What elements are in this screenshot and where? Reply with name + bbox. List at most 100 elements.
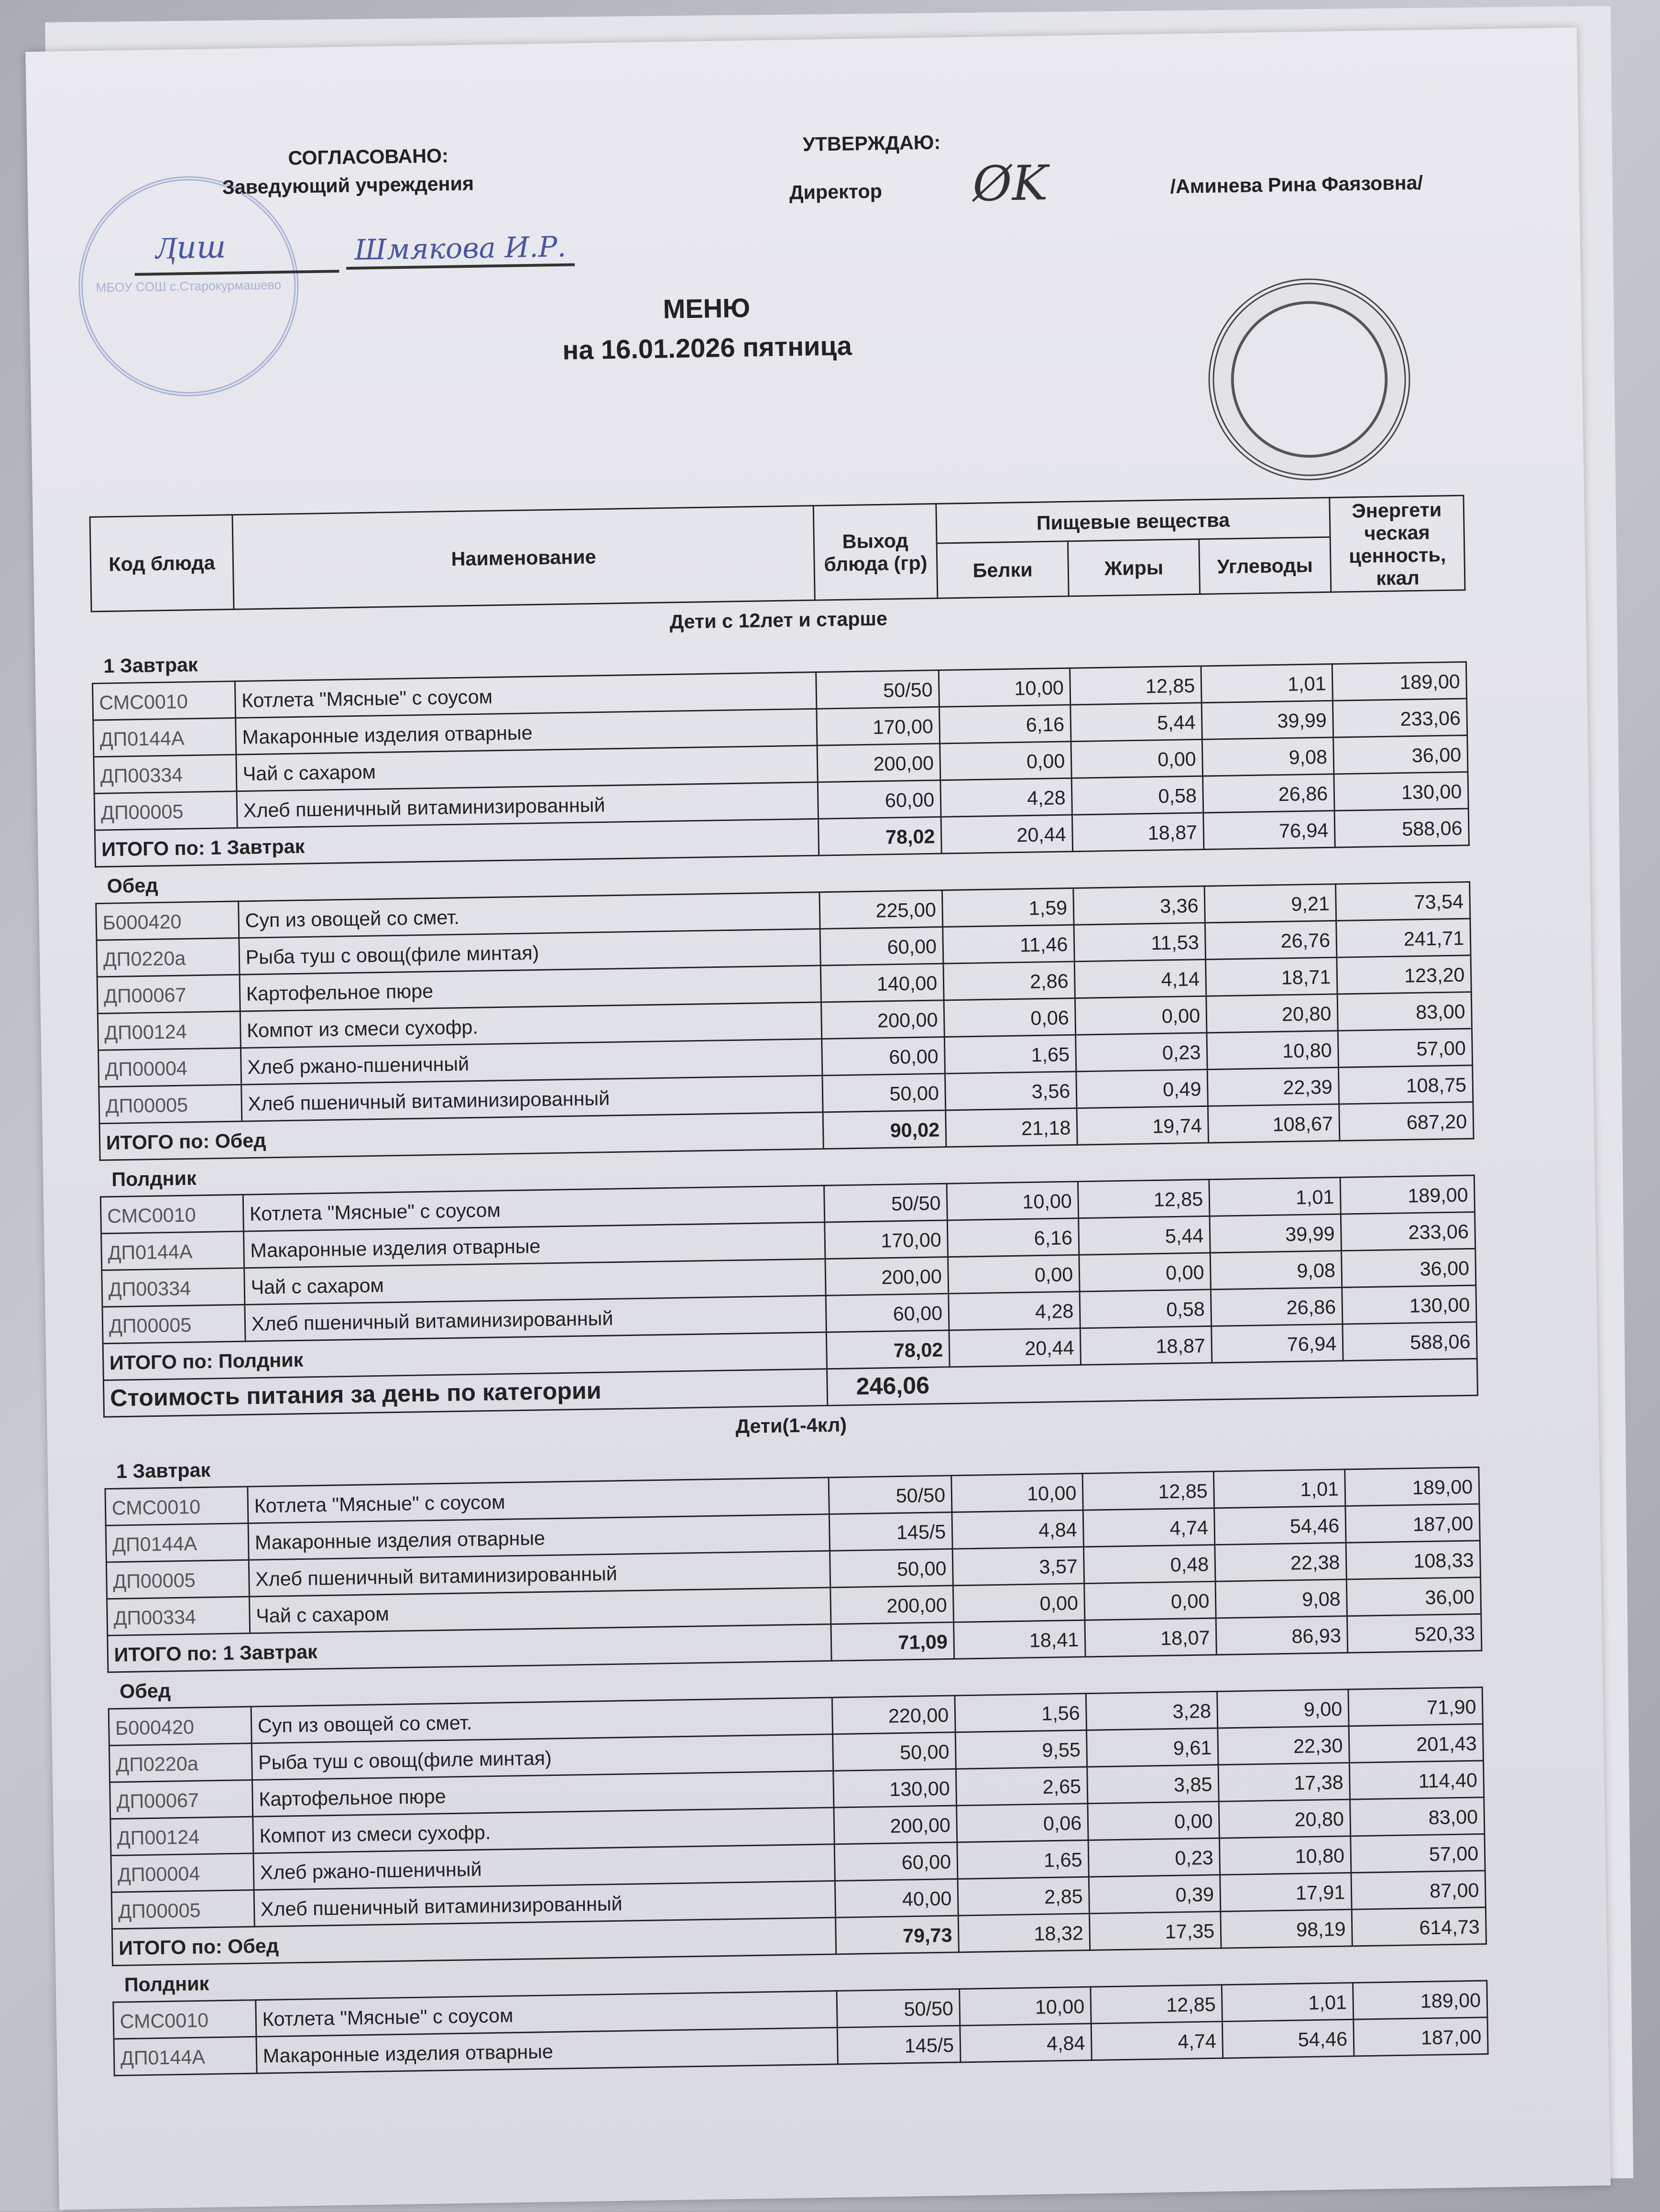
dish-fat: 0,23 — [1088, 1838, 1220, 1877]
dish-fat: 12,85 — [1078, 1179, 1210, 1218]
total-carbs: 76,94 — [1211, 1324, 1343, 1363]
dish-fat: 4,74 — [1091, 2021, 1223, 2060]
dish-protein: 4,28 — [948, 1292, 1081, 1331]
dish-code: ДП0144А — [101, 1231, 244, 1270]
dish-protein: 3,57 — [952, 1546, 1084, 1586]
dish-code: ДП0220а — [96, 938, 240, 977]
dish-carbs: 20,80 — [1206, 994, 1338, 1033]
dish-code: ДП00124 — [110, 1817, 253, 1856]
dish-energy: 233,06 — [1341, 1212, 1475, 1251]
dish-carbs: 9,21 — [1204, 884, 1336, 923]
dish-yield: 200,00 — [825, 1257, 949, 1296]
dish-code: СМС0010 — [100, 1194, 244, 1234]
dish-yield: 220,00 — [832, 1695, 956, 1734]
dish-yield: 170,00 — [824, 1220, 948, 1259]
dish-yield: 60,00 — [826, 1293, 949, 1333]
menu-table: Код блюда Наименование Выход блюда (гр) … — [89, 495, 1489, 2076]
approve-role: Директор — [789, 179, 883, 204]
dish-code: ДП00067 — [109, 1780, 253, 1819]
dish-code: ДП00005 — [106, 1560, 250, 1599]
dish-fat: 0,58 — [1071, 776, 1203, 815]
dish-carbs: 20,80 — [1219, 1799, 1351, 1839]
dish-carbs: 1,01 — [1213, 1469, 1345, 1508]
round-stamp-official — [1207, 277, 1412, 482]
dish-yield: 60,00 — [820, 927, 943, 966]
dish-fat: 3,85 — [1087, 1764, 1219, 1804]
total-carbs: 108,67 — [1208, 1104, 1340, 1143]
dish-yield: 50,00 — [830, 1549, 953, 1588]
dish-energy: 241,71 — [1336, 919, 1471, 958]
dish-code: ДП0220а — [109, 1743, 252, 1783]
dish-code: СМС0010 — [105, 1486, 249, 1526]
dish-yield: 145/5 — [829, 1512, 953, 1551]
dish-fat: 12,85 — [1082, 1471, 1214, 1511]
dish-carbs: 1,01 — [1201, 664, 1333, 703]
dish-carbs: 9,00 — [1217, 1689, 1349, 1729]
dish-protein: 0,06 — [944, 998, 1076, 1037]
dish-energy: 57,00 — [1350, 1834, 1485, 1873]
page-title: МЕНЮ — [663, 294, 751, 326]
dish-code: ДП00124 — [98, 1011, 241, 1051]
dish-yield: 170,00 — [816, 707, 940, 746]
stamp-text: МБОУ СОШ с.Старокурмашево — [96, 277, 282, 295]
col-energy: Энергети ческая ценность, ккал — [1329, 495, 1465, 592]
dish-carbs: 26,86 — [1211, 1287, 1343, 1326]
approve-name: /Аминева Рина Фаязовна/ — [1170, 171, 1423, 197]
dish-code: ДП00004 — [111, 1853, 254, 1893]
dish-fat: 0,39 — [1089, 1874, 1221, 1914]
dish-energy: 71,90 — [1348, 1687, 1483, 1726]
dish-energy: 187,00 — [1353, 2017, 1488, 2056]
dish-energy: 189,00 — [1340, 1175, 1475, 1215]
total-yield: 78,02 — [818, 817, 942, 856]
dish-code: ДП00067 — [97, 975, 240, 1014]
dish-energy: 108,33 — [1346, 1540, 1481, 1579]
col-carbs: Углеводы — [1199, 537, 1331, 594]
dish-protein: 10,00 — [947, 1181, 1079, 1220]
agreed-label: СОГЛАСОВАНО: — [288, 143, 449, 169]
total-protein: 21,18 — [945, 1108, 1078, 1147]
dish-protein: 2,86 — [943, 961, 1075, 1000]
dish-energy: 130,00 — [1333, 772, 1469, 811]
dish-fat: 0,00 — [1075, 996, 1207, 1035]
dish-energy: 123,20 — [1336, 955, 1472, 994]
dish-energy: 73,54 — [1335, 882, 1470, 921]
dish-carbs: 9,08 — [1210, 1250, 1342, 1290]
dish-protein: 6,16 — [939, 704, 1071, 744]
dish-protein: 6,16 — [947, 1218, 1079, 1257]
dish-energy: 189,00 — [1353, 1981, 1487, 2020]
dish-protein: 0,00 — [948, 1255, 1080, 1294]
dish-carbs: 1,01 — [1222, 1982, 1354, 2022]
total-energy: 614,73 — [1352, 1907, 1486, 1946]
dish-fat: 0,48 — [1083, 1544, 1215, 1584]
col-nutrients: Пищевые вещества — [936, 497, 1331, 544]
dish-carbs: 9,08 — [1202, 737, 1334, 777]
dish-fat: 11,53 — [1074, 922, 1206, 962]
total-energy: 687,20 — [1339, 1102, 1474, 1141]
dish-protein: 4,84 — [960, 2023, 1092, 2062]
dish-yield: 200,00 — [821, 1000, 945, 1039]
dish-yield: 50/50 — [836, 1989, 960, 2028]
dish-carbs: 22,39 — [1207, 1067, 1339, 1106]
total-energy: 588,06 — [1334, 809, 1469, 848]
dish-protein: 10,00 — [959, 1987, 1092, 2026]
dish-fat: 12,85 — [1090, 1984, 1223, 2024]
dish-yield: 130,00 — [833, 1769, 957, 1808]
dish-energy: 130,00 — [1342, 1285, 1477, 1325]
dish-fat: 0,00 — [1087, 1801, 1220, 1840]
dish-protein: 2,85 — [957, 1877, 1090, 1916]
dish-energy: 83,00 — [1337, 992, 1472, 1031]
dish-fat: 0,00 — [1071, 739, 1203, 778]
col-protein: Белки — [937, 541, 1069, 599]
round-stamp-blue: МБОУ СОШ с.Старокурмашево — [76, 174, 301, 398]
dish-yield: 145/5 — [837, 2026, 961, 2064]
dish-code: ДП00004 — [98, 1048, 241, 1087]
dish-energy: 36,00 — [1346, 1577, 1481, 1616]
dish-carbs: 22,30 — [1217, 1726, 1350, 1765]
dish-code: ДП0144А — [106, 1523, 249, 1563]
dish-protein: 11,46 — [942, 925, 1075, 964]
total-fat: 17,35 — [1089, 1911, 1222, 1950]
dish-fat: 12,85 — [1070, 666, 1202, 705]
dish-yield: 60,00 — [834, 1842, 958, 1881]
dish-yield: 200,00 — [817, 743, 940, 782]
dish-yield: 40,00 — [835, 1879, 959, 1918]
